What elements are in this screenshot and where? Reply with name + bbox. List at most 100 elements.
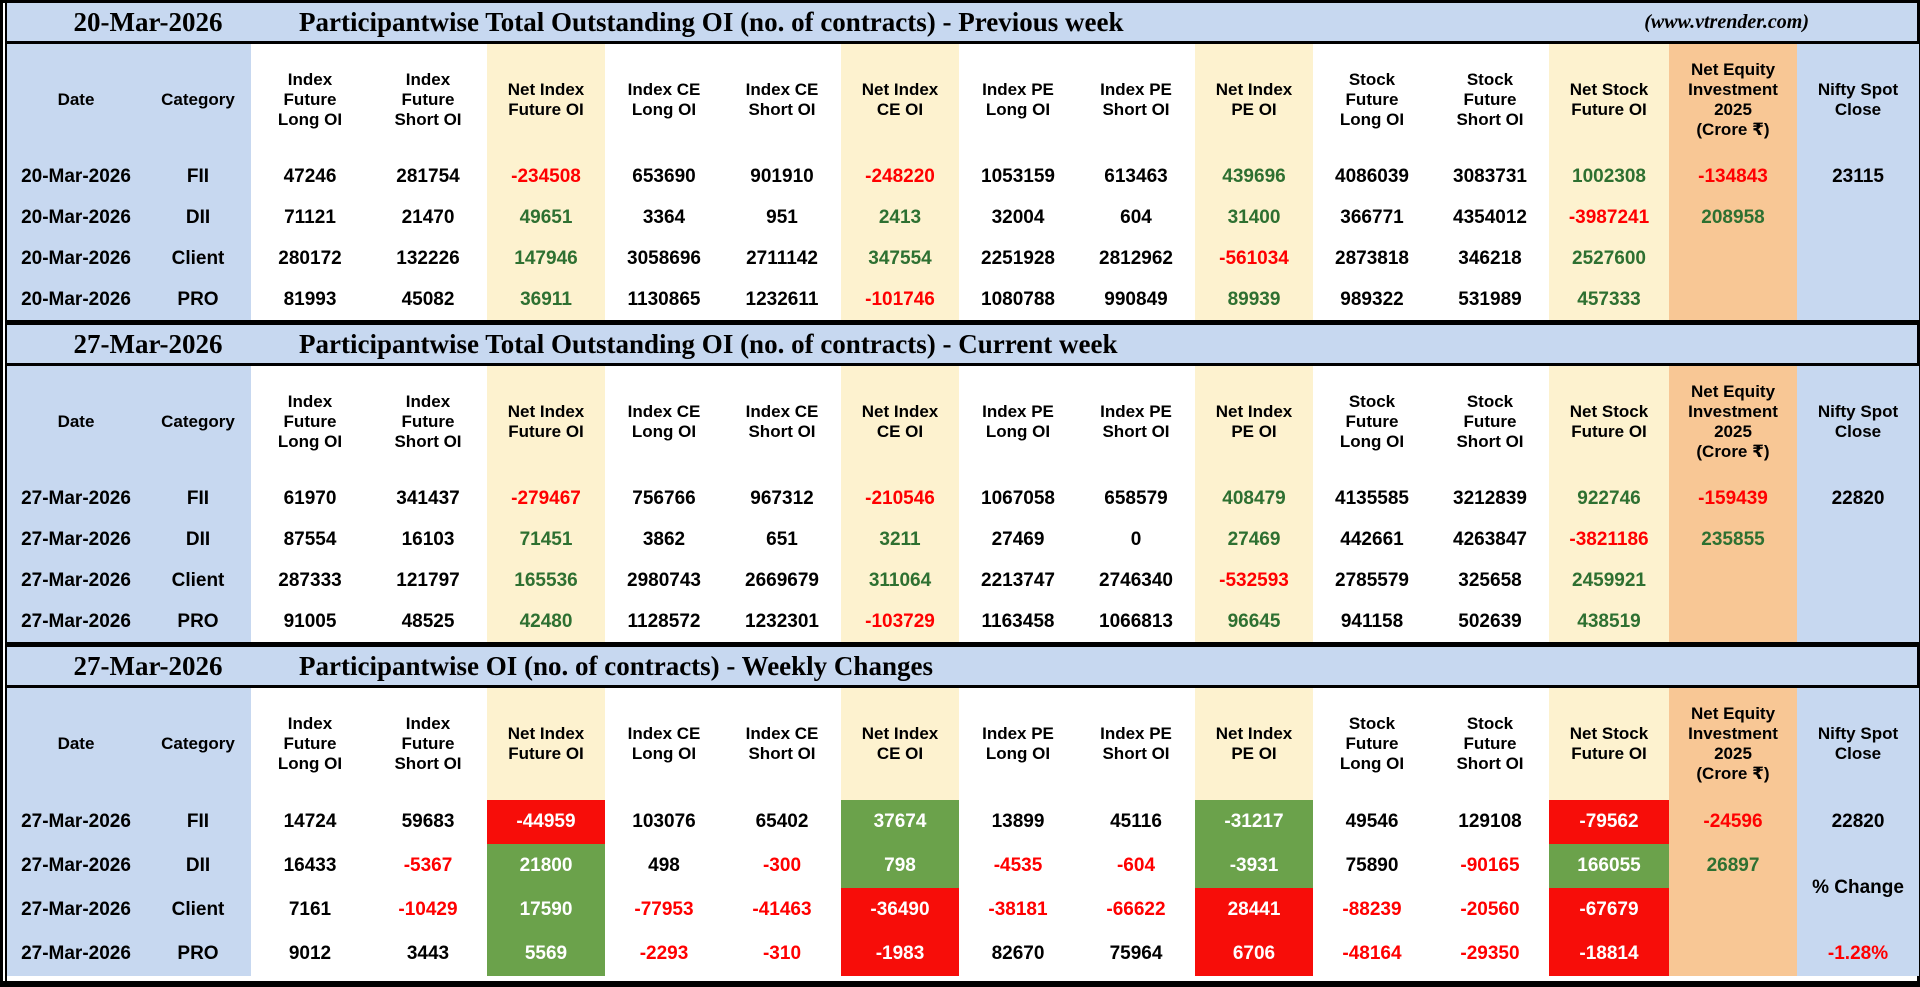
table-row: 20-Mar-2026 Client 280172 132226 147946 30586… — [7, 238, 1919, 279]
column-header: Index PE Long OI — [959, 366, 1077, 478]
nifty-spot-panel: 22820 % Change -1.28% — [1797, 800, 1919, 976]
oi-value-cell: -44959 — [487, 800, 605, 844]
column-header: Net Index CE OI — [841, 44, 959, 156]
oi-value-cell: -88239 — [1313, 888, 1431, 932]
table-row: 20-Mar-2026 PRO 81993 45082 36911 1130865 1232… — [7, 279, 1919, 320]
oi-value-cell: -18814 — [1549, 932, 1669, 976]
oi-value-cell: -561034 — [1195, 238, 1313, 279]
nifty-spot-cell: 22820 — [1797, 478, 1919, 642]
column-header: Date — [7, 366, 145, 478]
net-equity-cell — [1669, 932, 1797, 976]
date-cell: 20-Mar-2026 — [7, 197, 145, 238]
category-cell: FII — [145, 156, 251, 197]
category-cell: PRO — [145, 601, 251, 642]
table-row: 27-Mar-2026 Client 287333 121797 165536 29807… — [7, 560, 1919, 601]
table-row: 27-Mar-2026 PRO 9012 3443 5569 -2293 -310 -1983… — [7, 932, 1919, 976]
oi-value-cell: 0 — [1077, 519, 1195, 560]
nifty-spot-value: 22820 — [1831, 811, 1885, 832]
date-cell: 27-Mar-2026 — [7, 560, 145, 601]
oi-value-cell: -248220 — [841, 156, 959, 197]
section-date: 20-Mar-2026 — [73, 6, 223, 37]
column-header: Net Stock Future OI — [1549, 688, 1669, 800]
oi-value-cell: 990849 — [1077, 279, 1195, 320]
column-header: Net Index Future OI — [487, 44, 605, 156]
nifty-spot-value: 23115 — [1832, 165, 1884, 187]
net-equity-cell — [1669, 560, 1797, 601]
oi-value-cell: 4135585 — [1313, 478, 1431, 519]
oi-value-cell: 1053159 — [959, 156, 1077, 197]
oi-value-cell: 2669679 — [723, 560, 841, 601]
date-cell: 27-Mar-2026 — [7, 800, 145, 844]
oi-value-cell: 71451 — [487, 519, 605, 560]
nifty-spot-panel: 22820 — [1797, 478, 1919, 642]
date-cell: 20-Mar-2026 — [7, 279, 145, 320]
date-cell: 27-Mar-2026 — [7, 932, 145, 976]
section-title: Participantwise Total Outstanding OI (no… — [299, 328, 1118, 359]
oi-value-cell: 6706 — [1195, 932, 1313, 976]
oi-value-cell: -20560 — [1431, 888, 1549, 932]
oi-value-cell: -31217 — [1195, 800, 1313, 844]
oi-value-cell: 658579 — [1077, 478, 1195, 519]
table-row: 27-Mar-2026 PRO 91005 48525 42480 1128572 1232… — [7, 601, 1919, 642]
oi-value-cell: -38181 — [959, 888, 1077, 932]
oi-value-cell: 347554 — [841, 238, 959, 279]
oi-value-cell: 2746340 — [1077, 560, 1195, 601]
oi-table-current-week: Date Category Index Future Long OI Index Fu… — [7, 366, 1919, 642]
date-cell: 27-Mar-2026 — [7, 478, 145, 519]
column-header: Index Future Long OI — [251, 44, 369, 156]
oi-value-cell: 756766 — [605, 478, 723, 519]
section-title-band: 27-Mar-2026 Participantwise Total Outsta… — [7, 325, 1917, 366]
column-header: Index CE Short OI — [723, 44, 841, 156]
oi-value-cell: 61970 — [251, 478, 369, 519]
column-header: Net Stock Future OI — [1549, 366, 1669, 478]
column-header: Net Index Future OI — [487, 688, 605, 800]
oi-value-cell: -279467 — [487, 478, 605, 519]
oi-value-cell: 439696 — [1195, 156, 1313, 197]
date-cell: 27-Mar-2026 — [7, 519, 145, 560]
oi-value-cell: 3364 — [605, 197, 723, 238]
oi-value-cell: 941158 — [1313, 601, 1431, 642]
column-header: Net Equity Investment 2025 (Crore ₹) — [1669, 366, 1797, 478]
oi-value-cell: 27469 — [1195, 519, 1313, 560]
oi-value-cell: -5367 — [369, 844, 487, 888]
table-row: 27-Mar-2026 DII 16433 -5367 21800 498 -300 798-… — [7, 844, 1919, 888]
column-header: Index CE Long OI — [605, 688, 723, 800]
category-cell: Client — [145, 238, 251, 279]
oi-value-cell: 16103 — [369, 519, 487, 560]
oi-value-cell: -41463 — [723, 888, 841, 932]
oi-value-cell: -48164 — [1313, 932, 1431, 976]
table-row: 20-Mar-2026 FII 47246 281754 -234508 653690 90… — [7, 156, 1919, 320]
oi-value-cell: 408479 — [1195, 478, 1313, 519]
oi-value-cell: 531989 — [1431, 279, 1549, 320]
column-header: Date — [7, 44, 145, 156]
column-header: Net Index PE OI — [1195, 366, 1313, 478]
column-header: Net Equity Investment 2025 (Crore ₹) — [1669, 44, 1797, 156]
column-header: Net Index CE OI — [841, 366, 959, 478]
date-cell: 27-Mar-2026 — [7, 601, 145, 642]
oi-value-cell: 341437 — [369, 478, 487, 519]
section-current-week: 27-Mar-2026 Participantwise Total Outsta… — [7, 320, 1919, 642]
column-header: Index Future Short OI — [369, 44, 487, 156]
oi-value-cell: 82670 — [959, 932, 1077, 976]
column-header: Stock Future Short OI — [1431, 44, 1549, 156]
net-equity-cell — [1669, 888, 1797, 932]
category-cell: FII — [145, 478, 251, 519]
column-header: Index Future Short OI — [369, 366, 487, 478]
oi-value-cell: -3821186 — [1549, 519, 1669, 560]
oi-value-cell: 967312 — [723, 478, 841, 519]
oi-value-cell: 502639 — [1431, 601, 1549, 642]
oi-value-cell: -4535 — [959, 844, 1077, 888]
column-header: Index CE Long OI — [605, 44, 723, 156]
oi-value-cell: 96645 — [1195, 601, 1313, 642]
net-equity-cell: -134843 — [1669, 156, 1797, 197]
oi-value-cell: 2711142 — [723, 238, 841, 279]
oi-value-cell: 27469 — [959, 519, 1077, 560]
oi-value-cell: -234508 — [487, 156, 605, 197]
oi-value-cell: 1080788 — [959, 279, 1077, 320]
net-equity-cell — [1669, 601, 1797, 642]
oi-value-cell: 3862 — [605, 519, 723, 560]
section-title-band: 27-Mar-2026 Participantwise OI (no. of c… — [7, 647, 1917, 688]
column-header: Index PE Short OI — [1077, 44, 1195, 156]
oi-value-cell: -310 — [723, 932, 841, 976]
column-header: Nifty Spot Close — [1797, 688, 1919, 800]
